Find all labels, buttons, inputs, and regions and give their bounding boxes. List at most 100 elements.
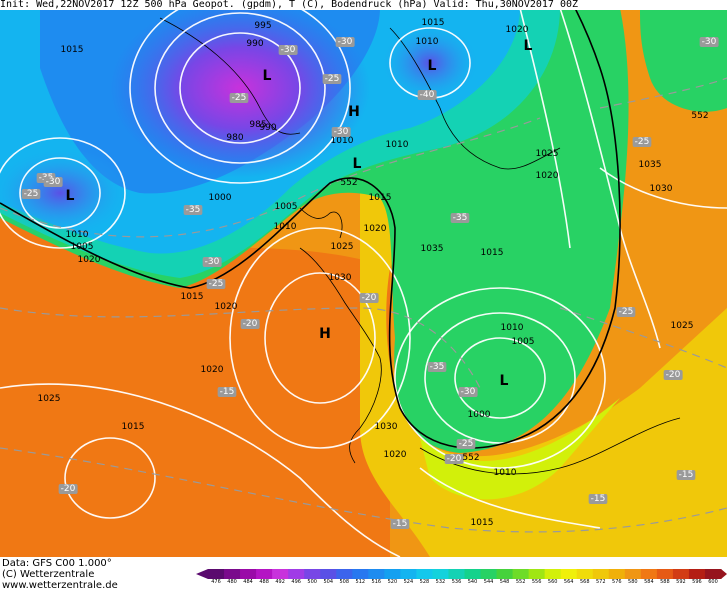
temperature-label-bg: [417, 90, 437, 100]
legend-tick-label: 560: [548, 579, 558, 583]
pressure-label: 1020: [364, 224, 387, 234]
legend-tick-label: 484: [243, 579, 253, 583]
legend-tick-label: 576: [612, 579, 622, 583]
temperature-label-bg: [427, 362, 447, 372]
temperature-label: -25: [459, 439, 474, 449]
legend-swatch: [304, 569, 321, 579]
legend-tick-label: 536: [452, 579, 462, 583]
legend-tick-label: 532: [436, 579, 446, 583]
high-pressure-marker: H: [319, 326, 331, 342]
legend-swatch: [704, 569, 722, 579]
legend-tick-label: 600: [708, 579, 718, 583]
legend-tick-label: 540: [468, 579, 478, 583]
temperature-label-bg: [699, 37, 719, 47]
pressure-label: 1030: [329, 273, 352, 283]
legend-swatch: [560, 569, 578, 579]
legend-swatch: [288, 569, 305, 579]
temperature-label-bg: [616, 307, 636, 317]
temperature-label: -35: [430, 362, 445, 372]
legend-tick-label: 568: [580, 579, 590, 583]
data-source: Data: GFS C00 1.000°: [2, 558, 112, 569]
legend-tick-label: 556: [532, 579, 542, 583]
legend-tick-label: 584: [644, 579, 654, 583]
pressure-label: 1010: [501, 323, 524, 333]
pressure-label: 1025: [536, 149, 559, 159]
temperature-label: -15: [679, 470, 694, 480]
legend-swatches: [196, 569, 727, 579]
legend-tick-label: 516: [372, 579, 382, 583]
legend-tick-label: 524: [404, 579, 414, 583]
website-link[interactable]: www.wetterzentrale.de: [2, 580, 118, 591]
legend-swatch: [608, 569, 626, 579]
low-pressure-marker: L: [263, 68, 272, 84]
temperature-label: -25: [325, 74, 340, 84]
legend-tick-label: 592: [676, 579, 686, 583]
temperature-label: -20: [243, 319, 258, 329]
legend-swatch: [528, 569, 546, 579]
temperature-label: -35: [453, 213, 468, 223]
pressure-label: 990: [259, 123, 276, 133]
pressure-label: 995: [254, 21, 271, 31]
legend-swatch: [688, 569, 706, 579]
temperature-label: -40: [420, 90, 435, 100]
pressure-label: 1010: [416, 37, 439, 47]
low-pressure-marker: L: [524, 38, 533, 54]
temperature-label-bg: [676, 470, 696, 480]
legend-tick-label: 596: [692, 579, 702, 583]
legend-swatch: [624, 569, 642, 579]
pressure-label: 980: [226, 133, 243, 143]
pressure-label: 1010: [331, 136, 354, 146]
temperature-label-bg: [331, 127, 351, 137]
pressure-label: 985: [249, 120, 266, 130]
legend-tick-label: 508: [339, 579, 349, 583]
legend-tick-label: 528: [420, 579, 430, 583]
pressure-label: 1025: [671, 321, 694, 331]
legend-tick-label: 476: [211, 579, 221, 583]
high-pressure-marker: H: [348, 104, 360, 120]
pressure-label: 1015: [181, 292, 204, 302]
pressure-label: 1020: [78, 255, 101, 265]
legend-tick-label: 496: [291, 579, 301, 583]
low-pressure-marker: L: [428, 58, 437, 74]
legend-tick-label: 488: [259, 579, 269, 583]
temperature-label: -25: [619, 307, 634, 317]
temperature-label: -30: [205, 257, 220, 267]
color-scale-legend: 476 480 484 488 492 496 500 504 508 512 516 520 524 5…: [196, 569, 727, 583]
legend-swatch: [208, 569, 225, 579]
temperature-label: -15: [393, 519, 408, 529]
temperature-label-bg: [278, 45, 298, 55]
map-header: Init: Wed,22NOV2017 12Z 500 hPa Geopot. …: [0, 0, 727, 10]
legend-swatch: [272, 569, 289, 579]
pressure-label: 1000: [468, 410, 491, 420]
geopotential-label: 552: [691, 111, 708, 121]
cold-core-scandinavia: [380, 23, 480, 103]
temperature-label-bg: [206, 279, 226, 289]
legend-tick-label: 520: [388, 579, 398, 583]
legend-tick-label: 512: [356, 579, 366, 583]
pressure-label: 1035: [639, 160, 662, 170]
legend-swatch: [448, 569, 465, 579]
geopotential-label: 552: [340, 178, 357, 188]
legend-tick-label: 544: [484, 579, 494, 583]
temperature-label-bg: [335, 37, 355, 47]
pressure-labels: 995 990 985 980 990 1015 1010 1020 1015 …: [38, 18, 694, 528]
legend-arrow-left: [196, 569, 208, 579]
light-yellow-band: [420, 398, 620, 500]
pressure-label: 1020: [201, 365, 224, 375]
legend-swatch: [640, 569, 658, 579]
temperature-label: -20: [362, 293, 377, 303]
legend-swatch: [592, 569, 610, 579]
temperature-label-bg: [43, 177, 63, 187]
temperature-label: -25: [209, 279, 224, 289]
pressure-label: 1020: [384, 450, 407, 460]
green-field-ne: [640, 8, 727, 112]
legend-tick-label: 492: [275, 579, 285, 583]
pressure-label: 1015: [471, 518, 494, 528]
temperature-label-bg: [390, 519, 410, 529]
temperature-label: -20: [61, 484, 76, 494]
legend-swatch: [224, 569, 241, 579]
legend-swatch: [672, 569, 690, 579]
legend-tick-label: 552: [516, 579, 526, 583]
legend-swatch: [576, 569, 594, 579]
temperature-label: -35: [186, 205, 201, 215]
